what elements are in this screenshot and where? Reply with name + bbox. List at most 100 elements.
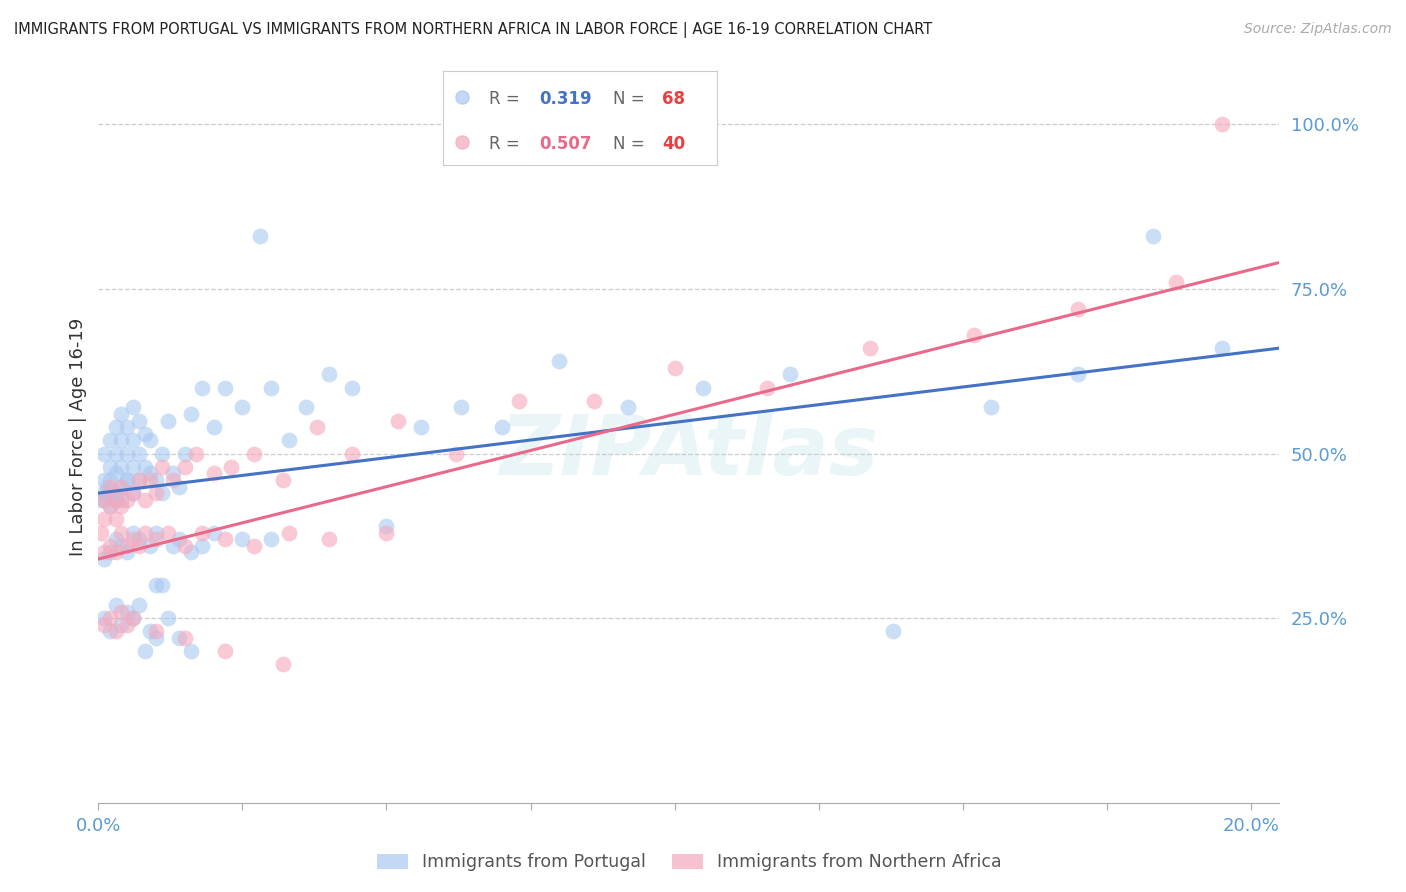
- Point: [139, 473, 162, 487]
- Point: [93, 618, 115, 632]
- Point: [98, 473, 121, 487]
- Point: [180, 407, 202, 421]
- Point: [145, 473, 167, 487]
- Point: [93, 492, 115, 507]
- Point: [156, 611, 179, 625]
- Point: [145, 631, 167, 645]
- Point: [214, 381, 236, 395]
- Point: [93, 446, 115, 460]
- Point: [260, 533, 283, 547]
- Point: [173, 446, 195, 460]
- Point: [115, 545, 138, 559]
- Point: [1211, 117, 1233, 131]
- Point: [145, 533, 167, 547]
- Point: [156, 525, 179, 540]
- Point: [139, 434, 162, 448]
- Point: [115, 473, 138, 487]
- Point: [98, 459, 121, 474]
- Point: [450, 401, 472, 415]
- Point: [115, 618, 138, 632]
- Text: ZIPAtlas: ZIPAtlas: [499, 411, 879, 492]
- Point: [115, 605, 138, 619]
- Point: [128, 473, 150, 487]
- Point: [1067, 368, 1090, 382]
- Point: [409, 420, 432, 434]
- Point: [307, 420, 329, 434]
- Point: [115, 492, 138, 507]
- Point: [104, 446, 127, 460]
- Point: [93, 611, 115, 625]
- Point: [387, 414, 409, 428]
- Point: [260, 381, 283, 395]
- Point: [180, 644, 202, 658]
- Point: [271, 657, 294, 672]
- Point: [1142, 229, 1164, 244]
- Point: [375, 519, 398, 533]
- Point: [444, 446, 467, 460]
- Point: [128, 473, 150, 487]
- Point: [134, 525, 156, 540]
- Point: [508, 393, 530, 408]
- Point: [122, 486, 145, 500]
- Point: [115, 473, 138, 487]
- Point: [231, 401, 253, 415]
- Point: [150, 459, 173, 474]
- Point: [110, 479, 132, 493]
- Text: 40: 40: [662, 136, 685, 153]
- Point: [139, 467, 162, 481]
- Point: [122, 401, 145, 415]
- Point: [93, 473, 115, 487]
- Text: R =: R =: [489, 90, 526, 109]
- Point: [93, 545, 115, 559]
- Point: [145, 624, 167, 639]
- Point: [98, 624, 121, 639]
- Point: [110, 407, 132, 421]
- Point: [664, 360, 686, 375]
- Point: [139, 539, 162, 553]
- Point: [98, 545, 121, 559]
- Point: [104, 598, 127, 612]
- Point: [340, 446, 363, 460]
- Y-axis label: In Labor Force | Age 16-19: In Labor Force | Age 16-19: [69, 318, 87, 557]
- Point: [110, 459, 132, 474]
- Point: [191, 525, 214, 540]
- Point: [98, 611, 121, 625]
- Point: [318, 368, 340, 382]
- Point: [110, 434, 132, 448]
- Point: [180, 545, 202, 559]
- Point: [173, 459, 195, 474]
- Point: [104, 492, 127, 507]
- Point: [104, 533, 127, 547]
- Point: [162, 473, 184, 487]
- Point: [98, 434, 121, 448]
- Point: [145, 578, 167, 592]
- Point: [214, 533, 236, 547]
- Point: [134, 644, 156, 658]
- Point: [98, 539, 121, 553]
- Point: [318, 533, 340, 547]
- Point: [104, 624, 127, 639]
- Point: [134, 459, 156, 474]
- Point: [243, 539, 266, 553]
- Point: [243, 446, 266, 460]
- Point: [277, 525, 299, 540]
- Point: [128, 598, 150, 612]
- Point: [145, 525, 167, 540]
- Point: [779, 368, 801, 382]
- Point: [104, 492, 127, 507]
- Text: 0.507: 0.507: [538, 136, 592, 153]
- Point: [110, 500, 132, 514]
- Point: [110, 479, 132, 493]
- Point: [249, 229, 271, 244]
- Point: [582, 393, 605, 408]
- Point: [548, 354, 571, 368]
- Point: [122, 611, 145, 625]
- Point: [96, 479, 118, 493]
- Point: [963, 327, 986, 342]
- Point: [214, 644, 236, 658]
- Text: IMMIGRANTS FROM PORTUGAL VS IMMIGRANTS FROM NORTHERN AFRICA IN LABOR FORCE | AGE: IMMIGRANTS FROM PORTUGAL VS IMMIGRANTS F…: [14, 22, 932, 38]
- Point: [162, 467, 184, 481]
- Point: [139, 624, 162, 639]
- Point: [191, 539, 214, 553]
- Point: [202, 467, 225, 481]
